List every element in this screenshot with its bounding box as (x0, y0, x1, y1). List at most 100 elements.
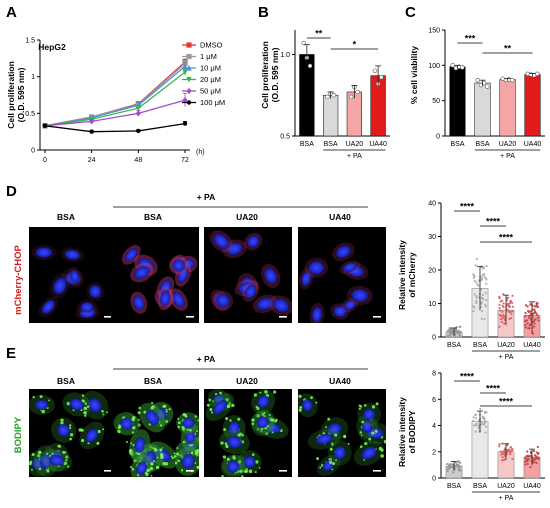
panel-e-lipid-droplet (310, 396, 313, 400)
panel-d-datapoint (481, 278, 484, 281)
panel-e-nucleus (135, 461, 148, 476)
panel-d-datapoint (456, 332, 459, 335)
panel-d-datapoint (535, 301, 538, 304)
panel-a-series-3 (42, 68, 188, 129)
panel-d-datapoint (473, 293, 476, 296)
panel-a-legend-marker (186, 42, 192, 48)
panel-e-lipid-droplet (168, 408, 171, 411)
panel-d-cells (209, 230, 292, 316)
panel-e-lipid-droplet (360, 434, 363, 437)
panel-e-datapoint (537, 451, 540, 455)
panel-e-lipid-droplet (39, 395, 43, 399)
panel-e-lipid-droplet (254, 471, 257, 474)
panel-e-lipid-droplet (41, 409, 45, 414)
panel-e-datapoint (482, 417, 486, 420)
panel-a-ytick-label: 0 (31, 148, 35, 155)
panel-a-legend-entry: 50 μM (200, 87, 221, 96)
panel-e-lipid-droplet (84, 402, 88, 405)
panel-d-datapoint (480, 317, 483, 320)
panel-e-lipid-droplet (137, 411, 141, 415)
panel-e-lipid-droplet (26, 455, 28, 457)
panel-d-category-label: BSA (447, 342, 461, 349)
panel-a-ytick-label: 1.5 (25, 38, 35, 45)
panel-e-lipid-droplet (177, 421, 181, 425)
panel-d-datapoint (524, 304, 528, 307)
panel-d-ylabel: Relative intensity of mCherry (397, 240, 417, 310)
panel-e-lipid-droplet (130, 442, 133, 445)
panel-e-datapoint (500, 459, 504, 462)
panel-d-nucleus (342, 262, 357, 273)
panel-e-datapoint (474, 424, 478, 427)
panel-c-ytick-label: 50 (432, 98, 440, 105)
panel-d-datapoint (510, 316, 513, 320)
panel-d-datapoint (459, 325, 462, 328)
panel-e-lipid-droplet (226, 404, 231, 409)
panel-d-datapoint (535, 312, 538, 315)
panel-e-lipid-droplet (160, 455, 164, 460)
panel-a-point (135, 110, 141, 117)
panel-a-ylabel: Cell proliferation (O.D. 595 nm) (6, 61, 26, 129)
panel-e-nucleus (69, 398, 85, 411)
panel-e-lipid-droplet (60, 418, 64, 422)
panel-a-series-5 (42, 121, 188, 134)
panel-e-lipid-droplet (159, 448, 163, 452)
panel-d-category-label: UA20 (497, 342, 515, 349)
panel-e-scale-bar (373, 470, 381, 472)
panel-e-lipid-droplet (32, 396, 35, 399)
panel-a-legend-marker (186, 64, 192, 71)
panel-e-lipid-droplet (358, 407, 361, 410)
panel-d-nucleus (272, 298, 290, 313)
panel-e-lipid-droplet (265, 432, 269, 435)
panel-d-datapoint (508, 317, 511, 320)
panel-e-datapoint (457, 465, 460, 468)
panel-e-lipid-droplet (66, 401, 71, 406)
panel-d-datapoint (536, 316, 540, 320)
panel-d-nucleus (124, 248, 138, 262)
panel-e-lipid-droplet (255, 460, 259, 464)
panel-e-lipid-droplet (146, 468, 150, 472)
panel-e-datapoint (452, 471, 455, 474)
panel-d-datapoint (531, 330, 534, 333)
panel-e-lipid-droplet (31, 453, 35, 457)
panel-e-datapoint (503, 458, 507, 461)
panel-e-datapoint (509, 446, 513, 449)
panel-d-nucleus (264, 267, 278, 285)
panel-e-datapoint (536, 457, 539, 460)
panel-d-datapoint (449, 334, 452, 337)
panel-e-lipid-droplet (259, 391, 262, 394)
panel-e-lipid-droplet (229, 419, 232, 422)
panel-a-legend-marker (186, 87, 192, 95)
panel-e-lipid-droplet (38, 450, 42, 455)
panel-e-nucleus (181, 453, 195, 469)
panel-e-cells (26, 390, 109, 477)
panel-e-lipid-droplet (143, 410, 147, 414)
panel-d-ytick-label: 40 (428, 201, 436, 208)
panel-e-datapoint (499, 453, 503, 456)
panel-e-lipid-droplet (177, 417, 180, 420)
panel-e-cond-1: BSA (57, 376, 75, 386)
panel-e-datapoint (481, 415, 484, 418)
panel-e-lipid-droplet (371, 431, 375, 435)
panel-d-datapoint (482, 273, 486, 276)
panel-e-lipid-droplet (162, 404, 166, 408)
panel-e-cond-4: UA40 (329, 376, 351, 386)
panel-d-tile-1 (29, 227, 117, 323)
panel-d-category-label: BSA (473, 342, 487, 349)
panel-e-lipid-droplet (271, 431, 274, 434)
panel-d-nucleus (69, 269, 80, 284)
panel-e-lipid-droplet (251, 422, 255, 426)
panel-e-lipid-droplet (117, 429, 121, 434)
panel-e-lipid-droplet (223, 428, 227, 432)
panel-d-datapoint (501, 310, 504, 313)
panel-d-nucleus (159, 290, 171, 307)
panel-e-lipid-droplet (177, 425, 180, 429)
panel-e-datapoint (501, 456, 504, 459)
panel-a-series-line (44, 99, 186, 127)
panel-e-lipid-droplet (129, 466, 133, 469)
panel-e-group-label: + PA (197, 354, 216, 364)
panel-e-lipid-droplet (165, 410, 168, 413)
panel-e-lipid-droplet (331, 442, 334, 445)
panel-e-lipid-droplet (364, 404, 367, 407)
panel-e-lipid-droplet (212, 400, 215, 403)
